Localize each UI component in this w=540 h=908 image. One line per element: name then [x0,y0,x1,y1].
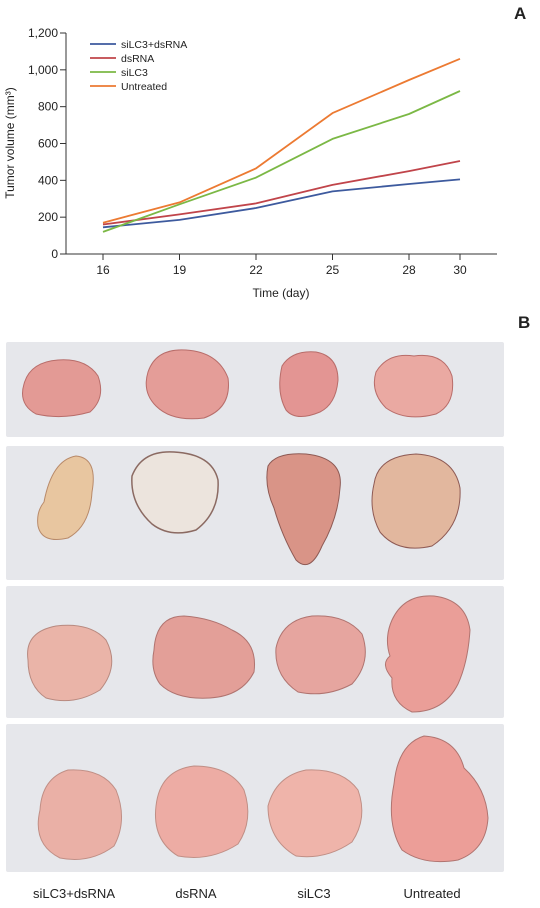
tumor-specimen [131,451,219,534]
series-line-untreated [102,57,461,224]
x-tick-label: 28 [402,263,416,277]
x-tick-label: 30 [453,263,467,277]
x-tick-label: 22 [249,263,263,277]
tumor-specimen [37,455,94,540]
x-tick-label: 16 [96,263,110,277]
tumor-specimen [390,735,489,863]
y-tick-label: 600 [38,137,58,151]
y-tick-label: 800 [38,100,58,114]
y-tick-label: 400 [38,173,58,187]
legend-entry: Untreated [121,81,167,93]
tumor-specimen [145,349,229,420]
specimen-photo-row-2 [6,446,504,580]
tumor-specimen [371,453,461,549]
specimen-photo-row-1 [6,342,504,437]
specimen-photo-row-4 [6,724,504,872]
panel-letter-a: A [514,4,527,23]
tumor-specimen [275,615,366,695]
group-label-silc3: siLC3 [297,886,331,901]
x-tick-label: 19 [173,263,187,277]
legend-entry: siLC3 [121,67,148,79]
tumor-specimen [37,769,122,860]
group-label-untreated: Untreated [403,886,461,901]
tumor-volume-line-chart: 0 200 400 600 800 1,000 1,200 16 19 22 25 28 30 siL… [3,26,497,300]
specimen-photo-row-3 [6,586,504,718]
y-tick-label: 0 [51,247,58,261]
x-axis-label: Time (day) [253,286,310,300]
y-tick-label: 1,200 [28,26,58,40]
series-line-silc3 [102,90,461,233]
tumor-specimen [373,354,454,418]
tumor-specimen [22,359,102,418]
y-axis-label: Tumor volume (mm³) [3,87,17,199]
y-tick-label: 1,000 [28,63,58,77]
legend-entry: dsRNA [121,53,154,65]
tumor-specimen [266,453,341,566]
tumor-specimen [27,624,113,702]
x-tick-label: 25 [326,263,340,277]
tumor-specimen [385,595,471,713]
tumor-specimen [267,769,363,858]
tumor-specimen [152,615,256,699]
tumor-specimen [279,351,339,417]
series-line-silc3-dsrna [102,178,461,229]
group-label-dsrna: dsRNA [175,886,217,901]
y-tick-label: 200 [38,210,58,224]
legend-entry: siLC3+dsRNA [121,39,187,51]
group-label-silc3-dsrna: siLC3+dsRNA [32,886,115,901]
panel-letter-b: B [518,313,531,332]
tumor-specimen [154,765,249,858]
series-line-dsrna [102,160,461,226]
